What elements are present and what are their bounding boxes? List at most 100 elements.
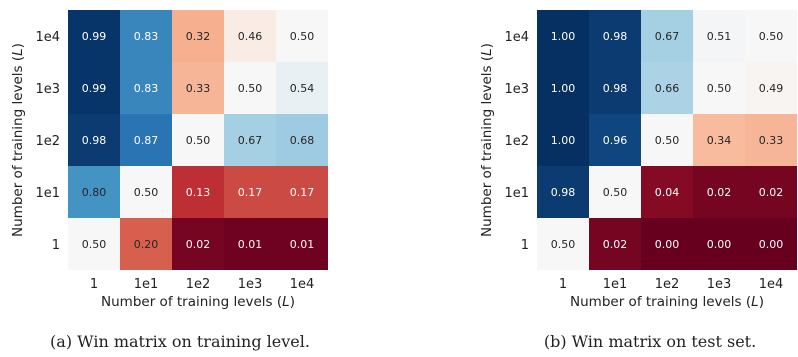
cell-value-label: 0.87 <box>134 134 159 147</box>
x-tick-label: 1e4 <box>290 277 315 292</box>
x-tick-label: 1e2 <box>186 277 211 292</box>
cell-value-label: 0.00 <box>655 238 680 251</box>
cell-value-label: 0.33 <box>186 82 211 95</box>
cell-value-label: 0.67 <box>655 30 680 43</box>
cell-value-label: 0.68 <box>290 134 315 147</box>
cell-value-label: 0.67 <box>238 134 263 147</box>
heatmap-cell <box>589 10 641 62</box>
heatmap-cell <box>68 166 120 218</box>
cell-value-label: 0.33 <box>759 134 784 147</box>
heatmap-cell <box>537 10 589 62</box>
cell-value-label: 0.46 <box>238 30 263 43</box>
cell-value-label: 1.00 <box>551 30 576 43</box>
y-tick-label: 1e3 <box>35 82 60 97</box>
cell-value-label: 0.02 <box>603 238 628 251</box>
heatmap-panel-a: 0.99 0.83 0.32 0.46 0.50 0.99 0.83 0.33 0.50 0.54… <box>10 10 328 351</box>
heatmap-panel-b: 1.00 0.98 0.67 0.51 0.50 1.00 0.98 0.66 0.50 0.49… <box>479 10 797 351</box>
cell-value-label: 0.00 <box>759 238 784 251</box>
figure-caption: (b) Win matrix on test set. <box>544 332 756 351</box>
cell-value-label: 0.49 <box>759 82 784 95</box>
x-tick-label: 1e3 <box>238 277 263 292</box>
heatmap-cell <box>68 218 120 270</box>
cell-value-label: 0.01 <box>290 238 315 251</box>
heatmap-cell <box>745 218 797 270</box>
cell-value-label: 0.02 <box>707 186 732 199</box>
cell-value-label: 0.51 <box>707 30 732 43</box>
heatmap-cell <box>641 10 693 62</box>
figure-caption: (a) Win matrix on training level. <box>50 332 310 351</box>
heatmap-cell <box>693 10 745 62</box>
heatmap-cell <box>537 62 589 114</box>
cell-value-label: 0.50 <box>551 238 576 251</box>
x-tick-label: 1 <box>90 277 98 292</box>
cell-value-label: 0.54 <box>290 82 315 95</box>
cell-value-label: 0.00 <box>707 238 732 251</box>
heatmap-cell <box>589 114 641 166</box>
cell-value-label: 1.00 <box>551 134 576 147</box>
y-tick-label: 1e2 <box>504 134 529 149</box>
heatmap-cell <box>589 166 641 218</box>
heatmap-cell <box>172 62 224 114</box>
cell-value-label: 0.50 <box>655 134 680 147</box>
cell-value-label: 0.50 <box>759 30 784 43</box>
heatmap-cell <box>172 218 224 270</box>
cell-value-label: 0.99 <box>82 30 107 43</box>
x-tick-label: 1e1 <box>603 277 628 292</box>
cell-value-label: 0.17 <box>290 186 315 199</box>
heatmap-cell <box>641 218 693 270</box>
cell-value-label: 0.20 <box>134 238 159 251</box>
y-tick-label: 1 <box>52 238 60 253</box>
y-axis-label: Number of training levels (L) <box>479 43 495 237</box>
heatmap-cell <box>172 166 224 218</box>
heatmap-cell <box>693 114 745 166</box>
cell-value-label: 0.98 <box>82 134 107 147</box>
y-tick-label: 1e1 <box>35 186 60 201</box>
cell-value-label: 0.98 <box>603 30 628 43</box>
cell-value-label: 0.50 <box>603 186 628 199</box>
cell-value-label: 0.01 <box>238 238 263 251</box>
cell-value-label: 0.83 <box>134 82 159 95</box>
heatmap-cell <box>120 166 172 218</box>
x-axis-label: Number of training levels (L) <box>101 294 295 310</box>
heatmap-cell <box>276 166 328 218</box>
heatmap-cell <box>224 166 276 218</box>
heatmap-cell <box>68 62 120 114</box>
cell-value-label: 0.50 <box>186 134 211 147</box>
heatmap-cell <box>276 10 328 62</box>
cell-value-label: 0.02 <box>186 238 211 251</box>
heatmap-cell <box>224 10 276 62</box>
heatmap-cell <box>276 62 328 114</box>
cell-value-label: 0.98 <box>551 186 576 199</box>
y-tick-label: 1e4 <box>504 30 529 45</box>
heatmap-cell <box>276 218 328 270</box>
cell-value-label: 0.34 <box>707 134 732 147</box>
heatmap-cell <box>641 62 693 114</box>
heatmap-cell <box>693 166 745 218</box>
cell-value-label: 0.02 <box>759 186 784 199</box>
y-tick-label: 1e3 <box>504 82 529 97</box>
heatmap-cell <box>693 218 745 270</box>
heatmap-cell <box>745 62 797 114</box>
cell-value-label: 0.98 <box>603 82 628 95</box>
y-axis-label: Number of training levels (L) <box>10 43 26 237</box>
x-tick-label: 1e1 <box>134 277 159 292</box>
heatmap-cell <box>172 10 224 62</box>
cell-value-label: 0.50 <box>82 238 107 251</box>
cell-value-label: 0.50 <box>238 82 263 95</box>
heatmap-cell <box>745 114 797 166</box>
heatmap-cell <box>641 166 693 218</box>
heatmap-cell <box>224 114 276 166</box>
heatmap-cell <box>641 114 693 166</box>
heatmap-cell <box>745 10 797 62</box>
cell-value-label: 0.50 <box>134 186 159 199</box>
heatmap-cell <box>745 166 797 218</box>
heatmap-cell <box>589 218 641 270</box>
cell-value-label: 0.83 <box>134 30 159 43</box>
heatmap-cell <box>537 218 589 270</box>
cell-value-label: 0.17 <box>238 186 263 199</box>
heatmap-cell <box>537 166 589 218</box>
y-tick-label: 1e2 <box>35 134 60 149</box>
heatmap-cell <box>224 62 276 114</box>
cell-value-label: 0.66 <box>655 82 680 95</box>
heatmap-cell <box>120 10 172 62</box>
